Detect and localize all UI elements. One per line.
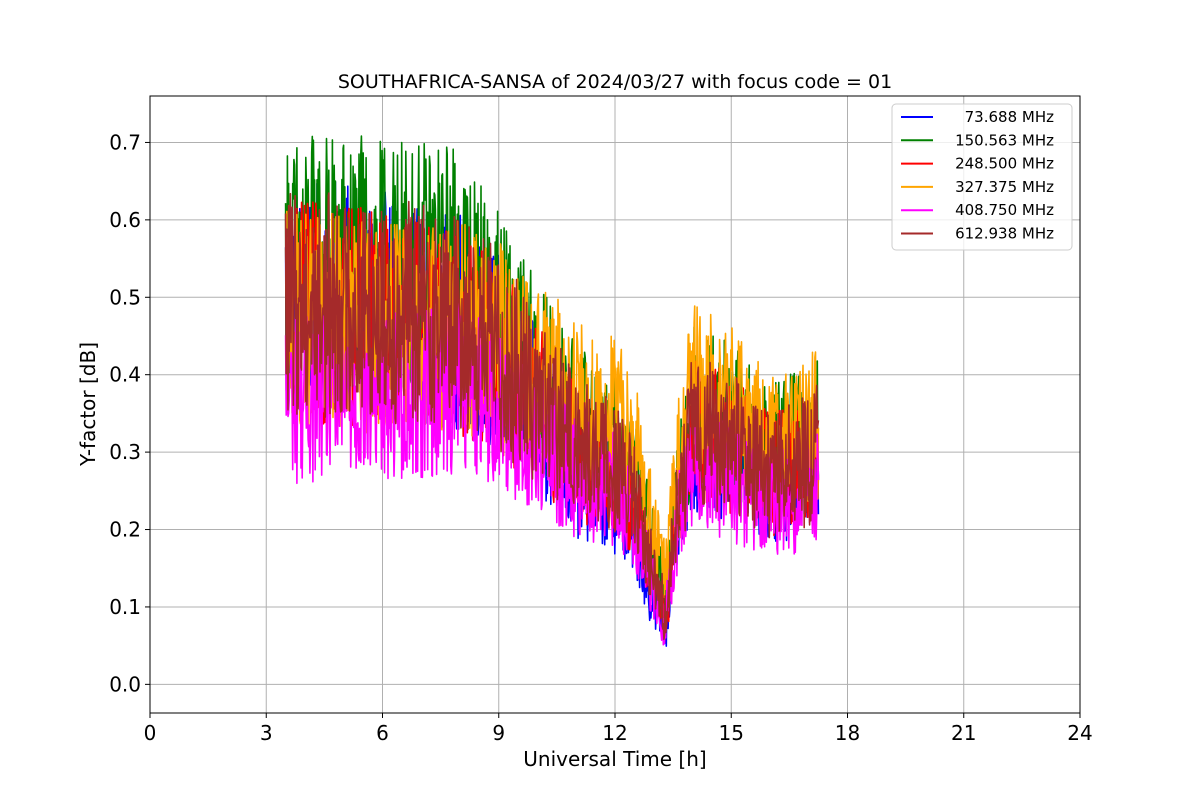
legend-label: 150.563 MHz (955, 131, 1054, 149)
y-tick-label: 0.6 (109, 208, 141, 232)
y-axis-ticks: 0.0 0.1 0.2 0.3 0.4 0.5 0.6 0.7 (109, 130, 150, 696)
x-axis-ticks: 0 3 6 9 12 15 18 21 24 (144, 713, 1093, 745)
legend-box (891, 103, 1073, 251)
series-line-612-938-mhz (284, 192, 820, 641)
x-tick-label: 21 (951, 721, 976, 745)
legend-label: 248.500 MHz (955, 155, 1054, 173)
y-axis-label: Y-factor [dB] (76, 342, 100, 467)
y-tick-label: 0.1 (109, 595, 141, 619)
y-tick-label: 0.5 (109, 285, 141, 309)
legend-label: 408.750 MHz (955, 201, 1054, 219)
y-tick-label: 0.0 (109, 672, 141, 696)
legend-label: 612.938 MHz (955, 225, 1054, 243)
y-tick-label: 0.3 (109, 440, 141, 464)
x-tick-label: 3 (260, 721, 273, 745)
x-tick-label: 15 (719, 721, 744, 745)
y-tick-label: 0.7 (109, 130, 141, 154)
x-tick-label: 12 (602, 721, 627, 745)
y-tick-label: 0.4 (109, 363, 141, 387)
x-tick-label: 9 (492, 721, 505, 745)
legend-label: 73.688 MHz (965, 108, 1054, 126)
y-tick-label: 0.2 (109, 518, 141, 542)
x-tick-label: 24 (1067, 721, 1092, 745)
x-tick-label: 0 (144, 721, 157, 745)
chart-title: SOUTHAFRICA-SANSA of 2024/03/27 with foc… (338, 71, 892, 93)
x-tick-label: 6 (376, 721, 389, 745)
x-tick-label: 18 (835, 721, 860, 745)
chart-legend: 73.688 MHz 150.563 MHz 248.500 MHz 327.375 … (891, 103, 1073, 251)
legend-label: 327.375 MHz (955, 178, 1054, 196)
data-series-layer (284, 135, 820, 647)
x-axis-label: Universal Time [h] (523, 747, 706, 771)
